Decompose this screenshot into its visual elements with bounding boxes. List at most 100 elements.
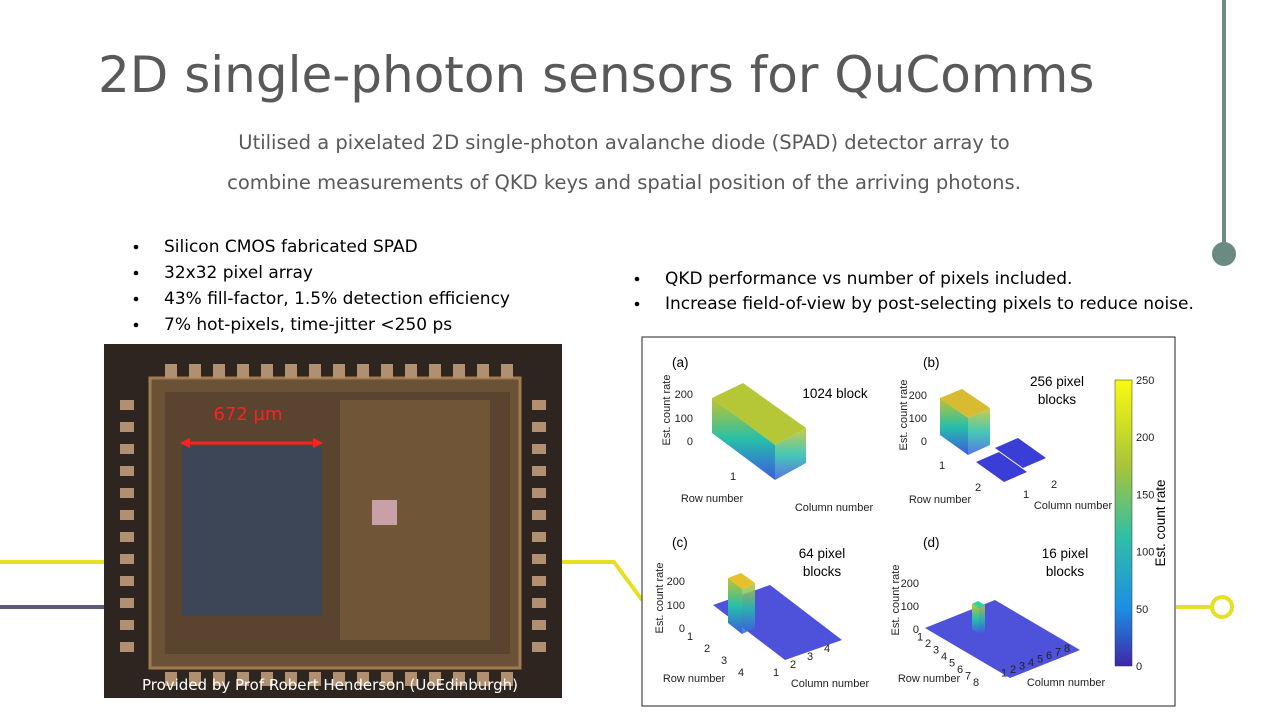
colorbar-tick-label: 0 — [1136, 661, 1142, 673]
col-tick-label: 4 — [1028, 657, 1034, 669]
colorbar-tick-label: 200 — [1136, 432, 1154, 444]
chip-pad — [429, 672, 441, 686]
col-axis-label: Column number — [1027, 677, 1106, 689]
bullet-text: 43% fill-factor, 1.5% detection efficien… — [164, 289, 510, 309]
chip-pad — [357, 364, 369, 378]
deco-dot — [1210, 595, 1234, 619]
chip-pad — [237, 672, 249, 686]
chip-pad — [285, 672, 297, 686]
bullet-text: Silicon CMOS fabricated SPAD — [164, 237, 418, 257]
chip-pad — [357, 672, 369, 686]
chip-pad — [120, 576, 134, 586]
chip-pad — [501, 672, 513, 686]
chip-pad — [501, 364, 513, 378]
chip-pad — [285, 364, 297, 378]
deco-line — [562, 560, 644, 602]
deco-dot — [1212, 242, 1236, 266]
chip-pad — [405, 364, 417, 378]
chip-pad — [213, 672, 225, 686]
col-tick-label: 1 — [1023, 489, 1029, 501]
chip-pad — [120, 466, 134, 476]
col-tick-label: 3 — [1019, 661, 1025, 673]
y-tick-label: 0 — [913, 624, 919, 636]
col-tick-label: 5 — [1037, 654, 1043, 666]
row-axis-label: Row number — [909, 494, 972, 506]
chip-pad — [532, 400, 546, 410]
chip-pad — [532, 466, 546, 476]
row-tick-label: 1 — [939, 460, 945, 472]
col-tick-label: 4 — [824, 643, 830, 655]
chip-pad — [532, 554, 546, 564]
col-tick-label: 6 — [1046, 650, 1052, 662]
col-tick-label: 2 — [1051, 479, 1057, 491]
row-tick-label: 4 — [738, 667, 744, 679]
chip-pad — [261, 672, 273, 686]
bullet-text: 7% hot-pixels, time-jitter <250 ps — [164, 315, 452, 335]
col-axis-label: Column number — [791, 678, 870, 690]
chip-pad — [381, 364, 393, 378]
scale-arrow — [180, 438, 190, 448]
row-axis-label: Row number — [663, 673, 726, 685]
chip-pad — [261, 364, 273, 378]
chip-pad — [429, 364, 441, 378]
chip-pad — [213, 364, 225, 378]
row-tick-label: 5 — [949, 658, 955, 670]
panel-title: 16 pixel — [1042, 546, 1089, 561]
colorbar-tick-label: 250 — [1136, 375, 1154, 387]
row-tick-label: 3 — [721, 655, 727, 667]
chip-pad — [532, 532, 546, 542]
chip-pad — [165, 672, 177, 686]
chip-pad — [532, 620, 546, 630]
y-tick-label: 200 — [667, 576, 685, 588]
colorbar-label: Est. count rate — [1153, 479, 1168, 566]
chip-pad — [532, 576, 546, 586]
subtitle: Utilised a pixelated 2D single-photon av… — [238, 131, 1009, 154]
panel-tag: (c) — [672, 535, 688, 550]
y-tick-label: 100 — [667, 600, 685, 612]
col-tick-label: 1 — [1001, 668, 1007, 680]
chip-pad — [237, 364, 249, 378]
y-axis-label: Est. count rate — [890, 565, 902, 636]
bullet-text: 32x32 pixel array — [164, 263, 313, 283]
chip-pad — [405, 672, 417, 686]
chip-pad — [120, 400, 134, 410]
panel-title: 64 pixel — [799, 546, 846, 561]
y-axis-label: Est. count rate — [654, 563, 666, 634]
chip-pad — [477, 364, 489, 378]
panel-b-art — [940, 389, 1046, 482]
col-tick-label: 7 — [1055, 647, 1061, 659]
row-tick-label: 2 — [925, 638, 931, 650]
col-tick-label: 3 — [807, 651, 813, 663]
bullet-dot — [133, 244, 139, 250]
chip-pad — [381, 672, 393, 686]
bullet-text: Increase field-of-view by post-selecting… — [665, 294, 1194, 314]
chip-pad — [532, 642, 546, 652]
y-tick-label: 100 — [675, 413, 693, 425]
col-tick-label: 2 — [1010, 664, 1016, 676]
chip-pad — [120, 510, 134, 520]
y-tick-label: 200 — [901, 578, 919, 590]
chip-pad — [189, 364, 201, 378]
row-tick-label: 1 — [917, 632, 923, 644]
panel-title: blocks — [1038, 392, 1077, 407]
chip-pad — [120, 422, 134, 432]
row-tick-label: 7 — [965, 671, 971, 683]
y-tick-label: 0 — [687, 436, 693, 448]
panel-a-art — [712, 383, 806, 480]
chip-pad — [120, 620, 134, 630]
row-tick-label: 2 — [704, 643, 710, 655]
chip-pad — [453, 364, 465, 378]
chip-pad — [333, 364, 345, 378]
row-tick-label: 1 — [687, 631, 693, 643]
y-axis-label: Est. count rate — [898, 380, 910, 451]
bullet-text: QKD performance vs number of pixels incl… — [665, 269, 1072, 289]
bullet-dot — [133, 296, 139, 302]
y-tick-label: 100 — [909, 413, 927, 425]
chip-pad — [165, 364, 177, 378]
chip-pad — [120, 488, 134, 498]
title: 2D single-photon sensors for QuComms — [98, 46, 1094, 104]
y-tick-label: 0 — [679, 623, 685, 635]
panel-tag: (d) — [923, 535, 940, 550]
panel-title: 1024 block — [802, 386, 868, 401]
